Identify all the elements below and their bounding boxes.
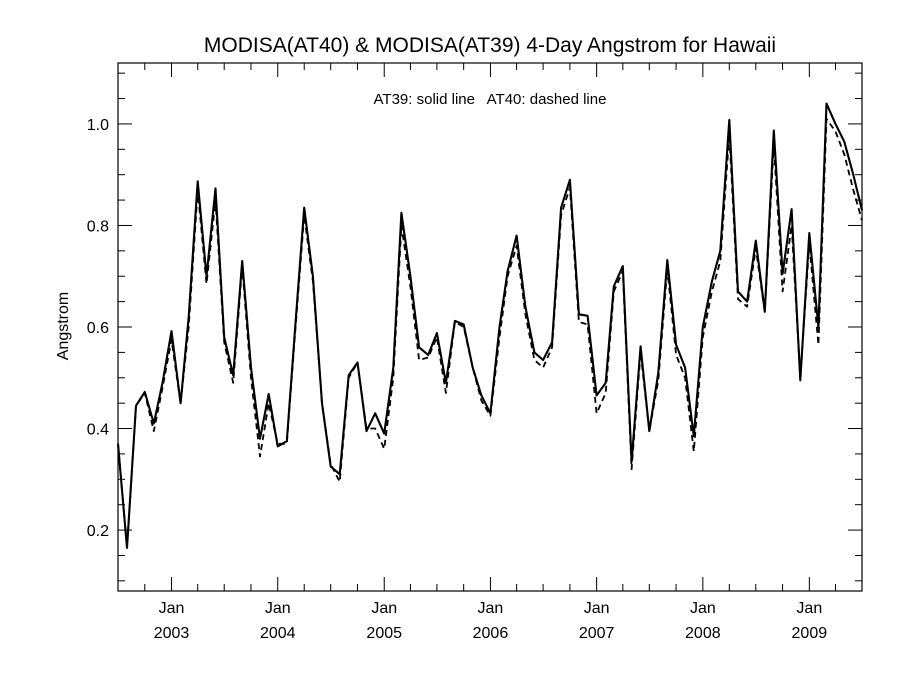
- x-tick-label-year: 2006: [473, 625, 509, 642]
- x-tick-label-year: 2008: [685, 625, 721, 642]
- y-tick-label: 0.6: [87, 320, 109, 337]
- y-tick-label: 1.0: [87, 117, 109, 134]
- series-line-at40: [117, 117, 863, 549]
- x-tick-label-year: 2009: [792, 625, 828, 642]
- x-tick-label-year: 2005: [366, 625, 402, 642]
- x-tick-label-year: 2004: [260, 625, 296, 642]
- axes: 0.2 0.4 0.6 0.8 1.0 Jan 2003 Jan 2004 Jan 2005 Jan 2…: [87, 62, 863, 642]
- x-tick-label-month: Jan: [478, 600, 504, 617]
- y-tick-label: 0.4: [87, 422, 109, 439]
- series-lines: [116, 102, 864, 549]
- y-tick-label: 0.2: [87, 523, 109, 540]
- x-tick-label-month: Jan: [796, 600, 822, 617]
- series-annotation: AT39: solid line AT40: dashed line: [374, 91, 607, 108]
- x-tick-label-year: 2007: [579, 625, 615, 642]
- y-tick-label: 0.8: [87, 218, 109, 235]
- x-tick-label-year: 2003: [154, 625, 190, 642]
- y-axis-label: Angstrom: [55, 292, 72, 360]
- x-tick-label-month: Jan: [584, 600, 610, 617]
- plot-frame: [117, 62, 863, 592]
- x-tick-label-month: Jan: [265, 600, 291, 617]
- x-tick-label-month: Jan: [159, 600, 185, 617]
- series-line-at39: [116, 102, 864, 549]
- x-tick-label-month: Jan: [371, 600, 397, 617]
- chart-title: MODISA(AT40) & MODISA(AT39) 4-Day Angstr…: [204, 34, 776, 57]
- x-tick-label-month: Jan: [690, 600, 716, 617]
